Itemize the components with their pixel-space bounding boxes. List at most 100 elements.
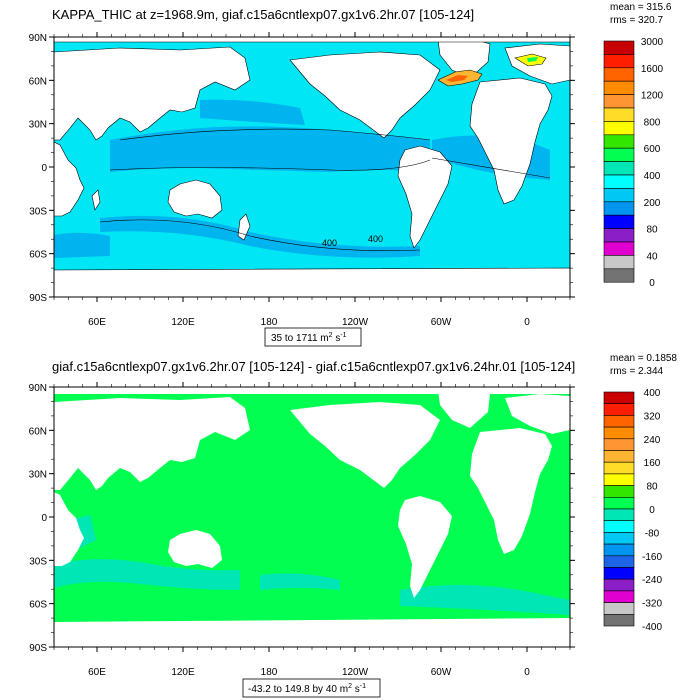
colorbar-box bbox=[603, 54, 635, 69]
lat-label: 90N bbox=[29, 383, 47, 394]
panel-bottom-title: giaf.c15a6cntlexp07.gx1v6.2hr.07 [105-12… bbox=[52, 359, 575, 374]
colorbar-label: -160 bbox=[642, 552, 662, 563]
lon-label: 60E bbox=[88, 317, 106, 328]
colorbar-label: 3000 bbox=[641, 37, 664, 48]
colorbar-label: 400 bbox=[644, 388, 661, 399]
colorbar-label: -320 bbox=[642, 599, 662, 610]
colorbar-label: 320 bbox=[644, 411, 661, 422]
map-bottom bbox=[54, 387, 570, 647]
lat-label: 60S bbox=[29, 600, 47, 611]
colorbar-label: 80 bbox=[646, 225, 658, 236]
colorbar-label: 0 bbox=[649, 278, 655, 289]
colorbar-label: 600 bbox=[644, 144, 661, 155]
ocean-zone-top bbox=[110, 126, 430, 172]
lat-label: 30N bbox=[29, 470, 47, 481]
lon-label: 60W bbox=[431, 317, 452, 328]
colorbar-box bbox=[603, 174, 635, 189]
colorbar-label: 800 bbox=[644, 117, 661, 128]
colorbar-box bbox=[603, 555, 635, 568]
colorbar-box bbox=[603, 426, 635, 440]
axis-ticks-bottom: 90N 60N 30N 0 30S 60S 90S 60E 120E 180 120W 60W 0 bbox=[29, 382, 575, 678]
colorbar-box bbox=[603, 188, 635, 203]
lat-label: 0 bbox=[41, 513, 47, 524]
colorbar-box bbox=[603, 134, 635, 149]
ocean-zone-top bbox=[200, 99, 305, 125]
colorbar-label: 0 bbox=[649, 505, 655, 516]
colorbar-label: 40 bbox=[646, 251, 658, 262]
range-label-top: 35 to 1711 m2 s-1 bbox=[264, 327, 362, 347]
lon-label: 120W bbox=[342, 667, 369, 678]
colorbar-box bbox=[603, 496, 635, 510]
lat-label: 60N bbox=[29, 76, 47, 87]
colorbar-label: 1200 bbox=[641, 91, 664, 102]
colorbar-box bbox=[603, 438, 635, 451]
colorbar-box bbox=[603, 241, 635, 256]
contour-label: 400 bbox=[322, 238, 337, 248]
land-top bbox=[54, 37, 570, 297]
colorbar-box bbox=[603, 201, 635, 216]
colorbar-box bbox=[603, 520, 635, 533]
colorbar-box bbox=[603, 461, 635, 475]
colorbar-box bbox=[603, 147, 635, 162]
colorbar-box bbox=[603, 67, 635, 82]
lat-label: 90N bbox=[29, 33, 47, 44]
colorbar-box bbox=[603, 590, 635, 603]
colorbar-label: 240 bbox=[644, 435, 661, 446]
lat-label: 30N bbox=[29, 120, 47, 131]
lon-label: 180 bbox=[261, 667, 278, 678]
lat-label: 60S bbox=[29, 250, 47, 261]
svg-text:35 to 1711 m2 s-1: 35 to 1711 m2 s-1 bbox=[271, 332, 347, 344]
range-sup2-bottom: -1 bbox=[360, 683, 366, 690]
contours-top bbox=[99, 128, 551, 252]
colorbar-box bbox=[603, 613, 635, 627]
colorbar-label: -80 bbox=[645, 528, 660, 539]
colorbar-label: 160 bbox=[644, 458, 661, 469]
panel-top-title: KAPPA_THIC at z=1968.9m, giaf.c15a6cntle… bbox=[52, 7, 474, 22]
lat-label: 0 bbox=[41, 163, 47, 174]
lon-label: 180 bbox=[261, 317, 278, 328]
range-sup2-top: -1 bbox=[340, 332, 346, 339]
lat-label: 30S bbox=[29, 556, 47, 567]
nordic-hotspot bbox=[437, 53, 547, 87]
colorbar-box bbox=[603, 532, 635, 545]
range-mid-top: s bbox=[333, 333, 341, 344]
svg-text:-43.2 to 149.8 by 40 m2 s-1: -43.2 to 149.8 by 40 m2 s-1 bbox=[248, 683, 366, 695]
range-text-bottom: -43.2 to 149.8 by 40 m bbox=[248, 684, 348, 695]
colorbar-box bbox=[603, 80, 635, 95]
axis-ticks-top: 90N 60N 30N 0 30S 60S 90S 60E 120E 180 120W 60W 0 bbox=[29, 32, 575, 328]
lon-label: 120E bbox=[171, 317, 195, 328]
range-label-bottom: -43.2 to 149.8 by 40 m2 s-1 bbox=[242, 678, 381, 698]
range-mid-bottom: s bbox=[352, 684, 360, 695]
lat-label: 90S bbox=[29, 293, 47, 304]
colorbar-bottom: 40036032028024020016012080400-40-80-120-… bbox=[603, 388, 662, 633]
colorbar-box bbox=[603, 450, 635, 463]
colorbar-box bbox=[603, 508, 635, 521]
range-sup1-bottom: 2 bbox=[348, 683, 352, 690]
contour-label: 400 bbox=[368, 234, 383, 244]
colorbar-box bbox=[603, 567, 635, 580]
lat-label: 30S bbox=[29, 206, 47, 217]
colorbar-label: 1600 bbox=[641, 64, 664, 75]
colorbar-box bbox=[603, 602, 635, 615]
colorbar-label: 200 bbox=[644, 198, 661, 209]
map-top: 400 400 bbox=[54, 37, 570, 297]
lat-label: 60N bbox=[29, 426, 47, 437]
panel-top-mean: mean = 315.6 bbox=[610, 2, 672, 13]
land-bottom bbox=[54, 387, 570, 647]
colorbar-box bbox=[603, 94, 635, 109]
colorbar-label: -240 bbox=[642, 575, 662, 586]
colorbar-box bbox=[603, 107, 635, 122]
colorbar-box bbox=[603, 543, 635, 557]
lon-label: 120W bbox=[342, 317, 369, 328]
colorbar-box bbox=[603, 391, 635, 404]
colorbar-label: 400 bbox=[644, 171, 661, 182]
colorbar-box bbox=[603, 40, 635, 55]
colorbar-box bbox=[603, 255, 635, 270]
lon-label: 60E bbox=[88, 667, 106, 678]
colorbar-box bbox=[603, 268, 635, 283]
colorbar-box bbox=[603, 403, 635, 416]
colorbar-box bbox=[603, 485, 635, 498]
colorbar-box bbox=[603, 121, 635, 136]
colorbar-box bbox=[603, 415, 635, 428]
